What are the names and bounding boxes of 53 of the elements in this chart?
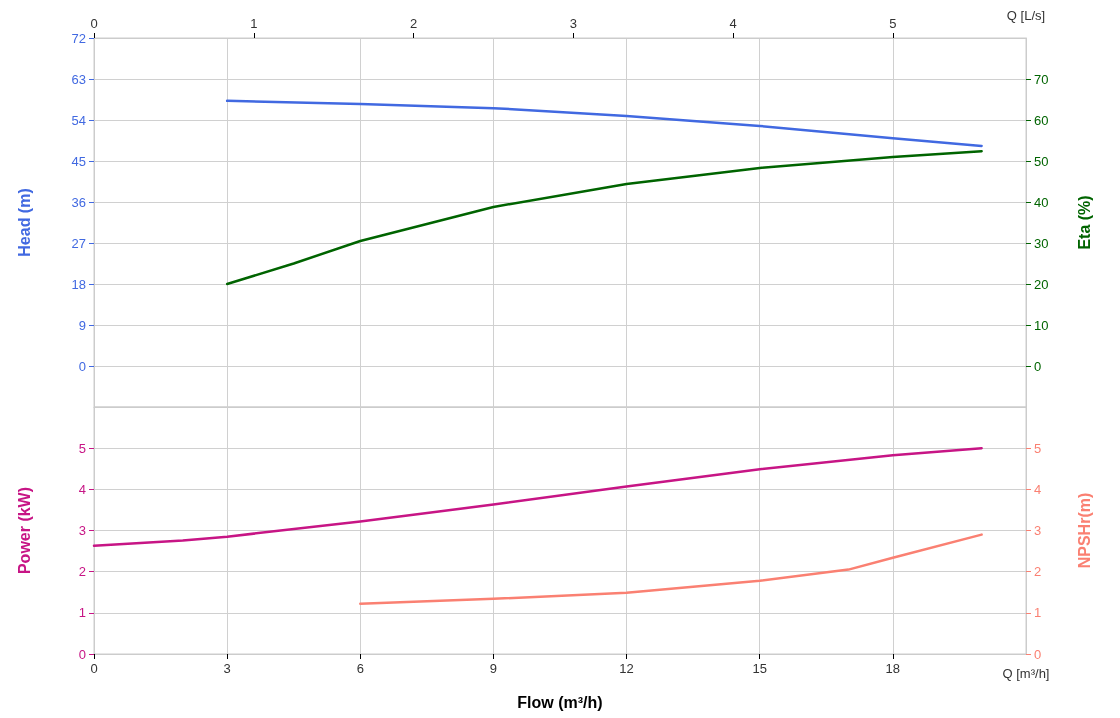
y-tick-label: 45 xyxy=(71,153,86,169)
y2-tick-label: 0 xyxy=(1034,358,1042,374)
x-axis-title: Flow (m³/h) xyxy=(517,693,603,711)
y2-tick-label: 70 xyxy=(1034,71,1049,87)
x2-tick-label: 2 xyxy=(409,16,418,31)
y2-tick-label: 60 xyxy=(1034,112,1049,128)
y-tick-label: 72 xyxy=(71,30,86,46)
y-tick-label: 36 xyxy=(71,194,86,210)
y-tick-label: 27 xyxy=(71,235,86,251)
y2-tick-label: 0 xyxy=(1034,646,1042,662)
x2-tick-label: 0 xyxy=(90,16,98,31)
y2-axis-title: NPSHr(m) xyxy=(1075,492,1093,569)
line-series xyxy=(359,533,983,606)
x2-tick-label: 1 xyxy=(250,16,258,31)
y2-tick-label: 1 xyxy=(1034,605,1042,621)
y-tick-label: 2 xyxy=(78,564,86,580)
y-tick-label: 9 xyxy=(78,317,86,333)
y-tick-label: 54 xyxy=(71,112,86,128)
x-tick-label: 3 xyxy=(223,661,231,676)
y2-axis-title: Eta (%) xyxy=(1075,195,1093,250)
y2-tick-label: 3 xyxy=(1034,523,1042,538)
y-tick-label: 18 xyxy=(71,276,86,292)
x-tick-label: 6 xyxy=(356,661,364,676)
y2-tick-label: 4 xyxy=(1034,481,1042,497)
line-series xyxy=(225,149,983,286)
y2-tick-label: 20 xyxy=(1034,276,1049,292)
y2-tick-label: 10 xyxy=(1034,317,1049,333)
y-tick-label: 0 xyxy=(78,358,86,374)
y2-tick-label: 2 xyxy=(1034,564,1042,580)
x-tick-label: 12 xyxy=(619,661,634,676)
y-tick-label: 5 xyxy=(78,440,86,456)
y-tick-label: 63 xyxy=(71,71,86,87)
line-series xyxy=(225,99,983,148)
x-tick-label: 9 xyxy=(489,661,498,676)
y-tick-label: 3 xyxy=(78,523,86,538)
y-axis-title: Head (m) xyxy=(15,188,33,257)
x-tick-label: 15 xyxy=(752,661,767,676)
x-tick-label: 18 xyxy=(885,661,901,676)
y-tick-label: 4 xyxy=(78,481,86,497)
text: Q [m³/h] xyxy=(1002,666,1050,681)
x2-axis-title: Q [L/s] xyxy=(1006,8,1046,23)
x2-tick-label: 4 xyxy=(729,16,737,31)
y-axis-title: Power (kW) xyxy=(15,486,33,575)
y2-tick-label: 30 xyxy=(1034,235,1049,251)
x2-tick-label: 3 xyxy=(569,16,577,31)
y2-tick-label: 5 xyxy=(1034,440,1042,456)
y-tick-label: 0 xyxy=(78,646,86,662)
y2-tick-label: 50 xyxy=(1034,153,1049,169)
y-tick-label: 1 xyxy=(78,605,86,621)
y2-tick-label: 40 xyxy=(1034,194,1049,210)
x2-tick-label: 5 xyxy=(889,16,897,31)
line-series xyxy=(92,446,983,547)
x-tick-label: 0 xyxy=(90,661,98,676)
